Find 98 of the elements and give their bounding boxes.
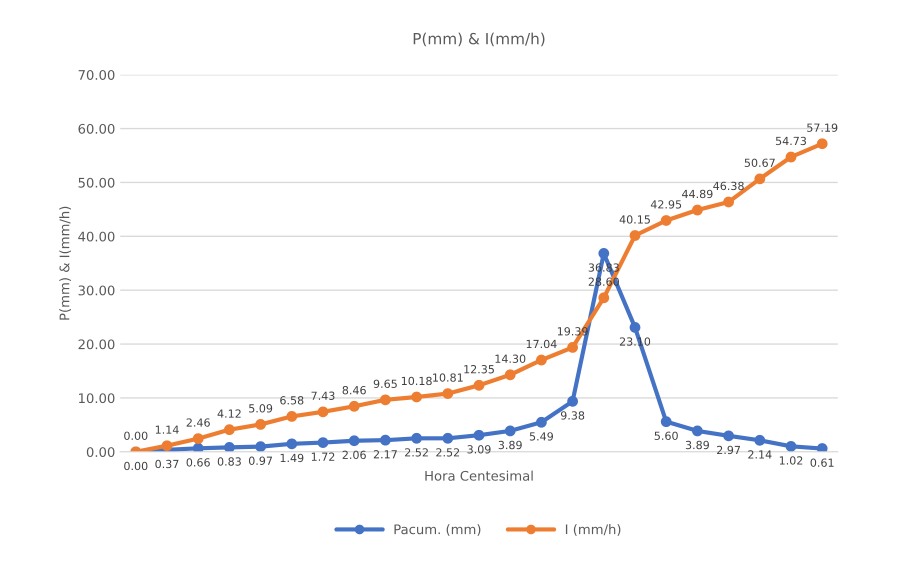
data-label: 46.38 bbox=[713, 182, 744, 190]
point bbox=[474, 430, 484, 441]
point bbox=[630, 322, 640, 333]
point bbox=[380, 434, 391, 446]
data-label: 14.30 bbox=[496, 354, 526, 363]
data-label: 2.46 bbox=[186, 418, 210, 427]
data-label: 42.95 bbox=[650, 200, 682, 209]
data-label: 2.97 bbox=[717, 446, 740, 454]
y-tick-label: 60.00 bbox=[78, 124, 114, 134]
point bbox=[536, 416, 547, 428]
y-tick-label: 40.00 bbox=[78, 232, 114, 242]
point bbox=[255, 419, 266, 430]
point bbox=[348, 400, 360, 412]
point bbox=[660, 215, 672, 226]
data-label: 17.04 bbox=[526, 340, 557, 348]
point bbox=[567, 396, 578, 407]
point bbox=[816, 138, 828, 150]
legend-label: Pacum. (mm) bbox=[394, 524, 480, 536]
chart-title: P(mm) & I(mm/h) bbox=[414, 32, 544, 46]
data-label: 0.97 bbox=[248, 456, 272, 465]
point bbox=[692, 426, 703, 436]
point bbox=[786, 152, 796, 162]
data-label: 3.09 bbox=[467, 445, 491, 454]
point bbox=[192, 433, 204, 444]
data-label: 40.15 bbox=[620, 215, 650, 224]
point bbox=[162, 440, 172, 452]
y-tick-label: 0.00 bbox=[86, 447, 114, 458]
data-label: 4.12 bbox=[218, 409, 241, 418]
data-label: 57.19 bbox=[807, 123, 838, 132]
data-label: 0.00 bbox=[124, 432, 148, 440]
point bbox=[567, 342, 578, 353]
point bbox=[192, 442, 204, 452]
data-label: 2.17 bbox=[374, 450, 397, 458]
data-label: 1.14 bbox=[156, 426, 179, 434]
data-label: 1.02 bbox=[780, 456, 802, 465]
data-label: 54.73 bbox=[776, 136, 806, 146]
x-axis-title: Hora Centesimal bbox=[425, 470, 533, 481]
point bbox=[660, 416, 672, 428]
data-label: 0.83 bbox=[218, 457, 241, 466]
data-label: 0.00 bbox=[124, 462, 148, 470]
data-label: 1.49 bbox=[280, 454, 304, 462]
point bbox=[286, 438, 298, 450]
point bbox=[442, 432, 454, 444]
y-tick-label: 10.00 bbox=[79, 393, 114, 404]
data-label: 5.60 bbox=[654, 432, 678, 440]
data-label: 2.06 bbox=[342, 450, 366, 460]
point bbox=[224, 424, 235, 436]
y-tick-label: 20.00 bbox=[78, 339, 114, 350]
data-label: 6.58 bbox=[280, 396, 304, 405]
data-label: 2.14 bbox=[748, 450, 772, 458]
y-tick-label: 70.00 bbox=[78, 70, 114, 80]
point bbox=[411, 432, 422, 444]
data-label: 12.35 bbox=[464, 365, 494, 374]
point bbox=[754, 174, 766, 184]
y-tick-label: 30.00 bbox=[78, 285, 114, 296]
data-label: 0.37 bbox=[155, 460, 178, 468]
y-axis-title: P(mm) & I(mm/h) bbox=[59, 206, 72, 320]
data-label: 5.49 bbox=[530, 432, 553, 441]
data-label: 5.09 bbox=[249, 404, 272, 413]
point bbox=[411, 392, 422, 402]
legend-label: I (mm/h) bbox=[566, 524, 620, 536]
data-label: 7.43 bbox=[312, 392, 334, 400]
point bbox=[754, 434, 766, 446]
point bbox=[536, 354, 547, 366]
point bbox=[318, 437, 328, 448]
point bbox=[380, 394, 391, 406]
point bbox=[786, 440, 796, 452]
point bbox=[816, 443, 828, 452]
data-label: 10.18 bbox=[402, 376, 432, 386]
data-label: 0.61 bbox=[810, 458, 834, 467]
point bbox=[723, 430, 734, 442]
point bbox=[474, 380, 484, 391]
point bbox=[692, 204, 703, 216]
point bbox=[598, 248, 610, 259]
y-tick-label: 50.00 bbox=[78, 178, 114, 188]
point bbox=[255, 441, 266, 452]
point bbox=[224, 442, 235, 452]
point bbox=[348, 435, 360, 446]
data-label: 2.52 bbox=[405, 448, 428, 457]
data-label: 9.65 bbox=[374, 380, 397, 388]
data-label: 1.72 bbox=[312, 452, 334, 461]
data-label: 10.81 bbox=[433, 373, 463, 382]
point bbox=[504, 426, 516, 436]
data-label: 3.89 bbox=[498, 440, 522, 450]
point bbox=[598, 292, 610, 304]
data-label: 3.89 bbox=[686, 440, 709, 450]
point bbox=[504, 369, 516, 380]
point bbox=[318, 406, 328, 418]
data-label: 50.67 bbox=[744, 158, 775, 168]
data-label: 2.52 bbox=[436, 448, 460, 457]
point bbox=[723, 196, 734, 208]
data-label: 8.46 bbox=[342, 386, 366, 394]
point bbox=[630, 230, 640, 241]
data-label: 0.66 bbox=[186, 458, 210, 467]
point bbox=[286, 411, 298, 422]
point bbox=[442, 388, 454, 399]
data-label: 44.89 bbox=[682, 190, 713, 198]
data-label: 9.38 bbox=[560, 411, 584, 420]
